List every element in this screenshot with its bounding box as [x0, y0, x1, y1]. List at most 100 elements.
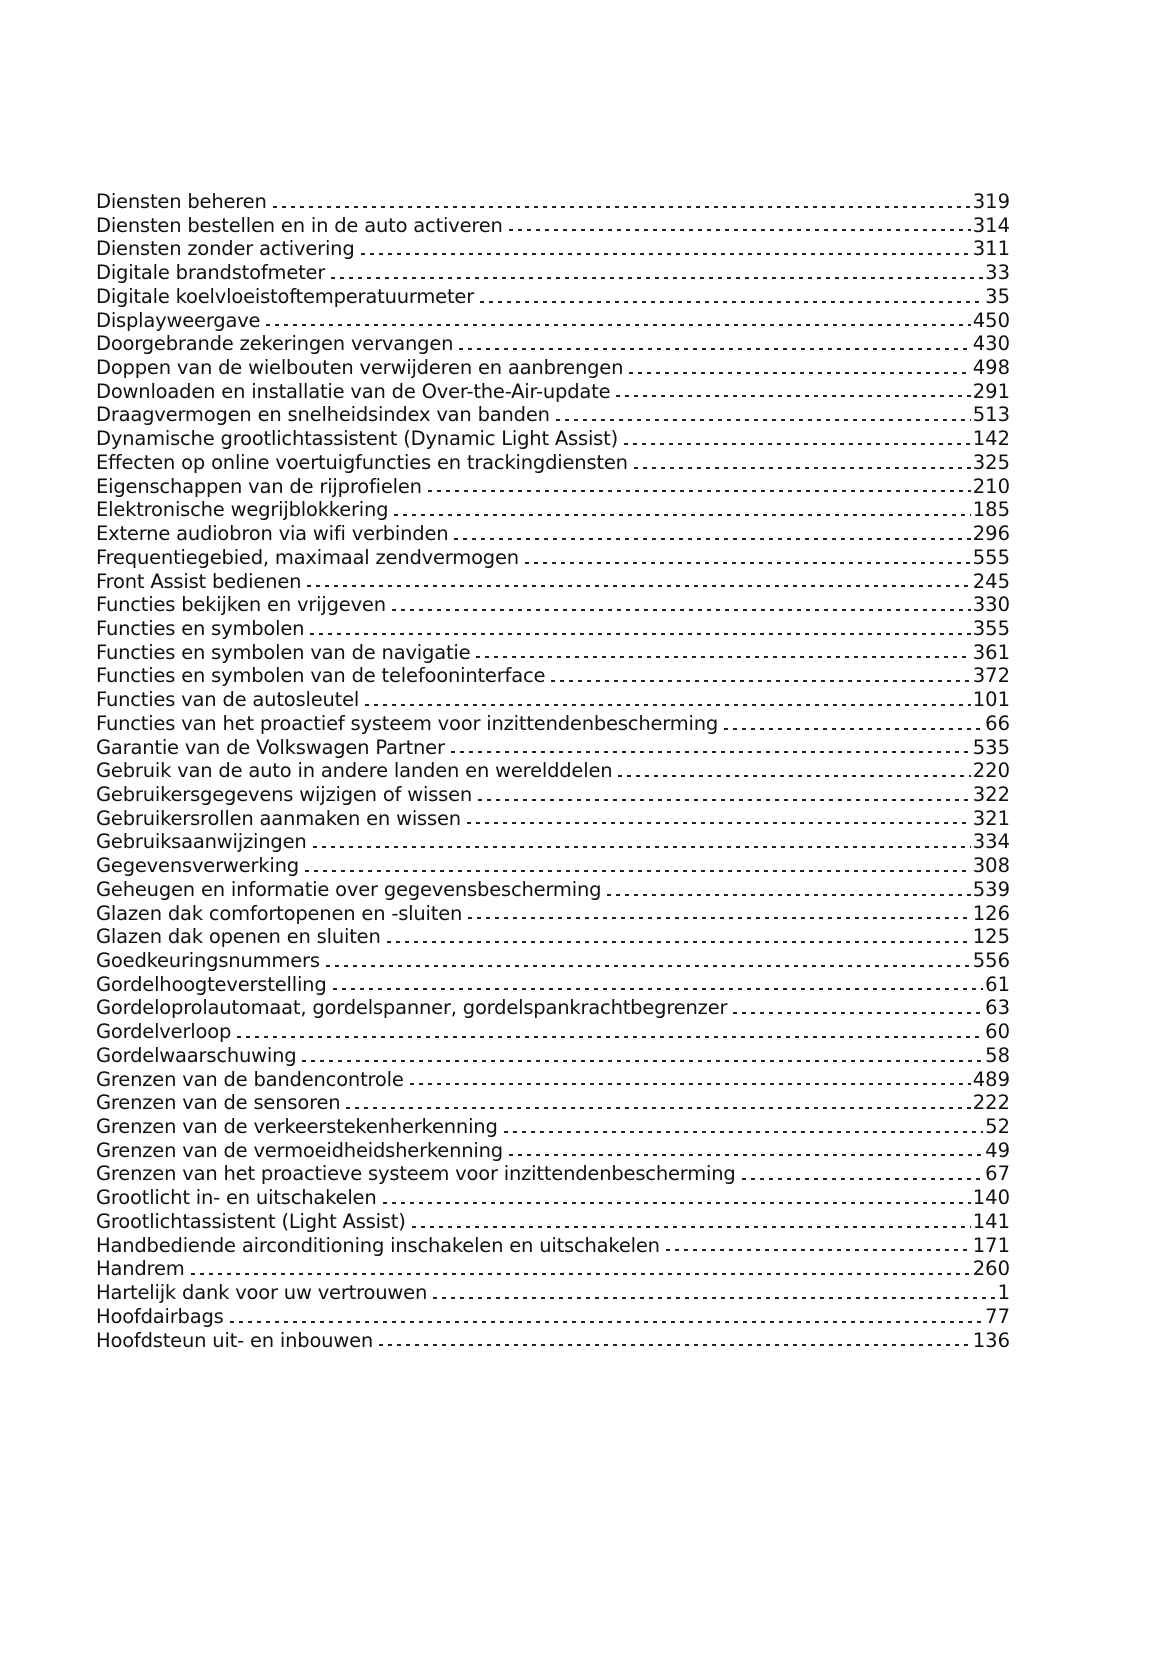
index-entry: Goedkeuringsnummers 556	[96, 949, 1010, 973]
dot-leader	[665, 1249, 971, 1252]
index-term: Hartelijk dank voor uw vertrouwen	[96, 1281, 428, 1305]
page-number: 52	[985, 1115, 1010, 1139]
dot-leader	[508, 229, 971, 232]
index-entry: Grenzen van de bandencontrole 489	[96, 1068, 1010, 1092]
page-number: 430	[972, 332, 1010, 356]
page-number: 35	[985, 284, 1010, 308]
index-term: Hoofdairbags	[96, 1304, 224, 1328]
page-number: 185	[972, 498, 1010, 522]
index-entry: Diensten zonder activering 311	[96, 237, 1010, 261]
dot-leader	[382, 1201, 971, 1204]
index-term: Gebruik van de auto in andere landen en …	[96, 759, 613, 783]
dot-leader	[624, 442, 971, 445]
page-number: 361	[972, 640, 1010, 664]
page-number: 126	[972, 901, 1010, 925]
index-term: Grootlicht in- en uitschakelen	[96, 1186, 377, 1210]
index-term: Diensten bestellen en in de auto activer…	[96, 213, 503, 237]
index-entry: Gordelhoogteverstelling 61	[96, 973, 1010, 997]
index-term: Digitale brandstofmeter	[96, 261, 326, 285]
page-number: 77	[985, 1304, 1010, 1328]
page-number: 136	[972, 1328, 1010, 1352]
index-entry: Glazen dak openen en sluiten 125	[96, 925, 1010, 949]
dot-leader	[332, 988, 984, 991]
dot-leader	[466, 822, 971, 825]
index-entry: Geheugen en informatie over gegevensbesc…	[96, 878, 1010, 902]
dot-leader	[411, 1225, 971, 1228]
index-entry: Front Assist bedienen 245	[96, 570, 1010, 594]
index-term: Draagvermogen en snelheidsindex van band…	[96, 403, 550, 427]
index-entry: Doorgebrande zekeringen vervangen 430	[96, 332, 1010, 356]
page-number: 66	[985, 711, 1010, 735]
page-number: 141	[972, 1209, 1010, 1233]
index-entry: Effecten op online voertuigfuncties en t…	[96, 451, 1010, 475]
index-term: Functies van het proactief systeem voor …	[96, 711, 719, 735]
index-term: Downloaden en installatie van de Over-th…	[96, 379, 611, 403]
index-entry: Gordelwaarschuwing 58	[96, 1044, 1010, 1068]
page-number: 513	[972, 403, 1010, 427]
index-term: Functies en symbolen van de telefooninte…	[96, 664, 546, 688]
page-number: 308	[972, 854, 1010, 878]
index-entry: Frequentiegebied, maximaal zendvermogen 5…	[96, 546, 1010, 570]
index-entry: Diensten beheren 319	[96, 190, 1010, 214]
page-number: 372	[972, 664, 1010, 688]
index-entry: Gordelverloop 60	[96, 1020, 1010, 1044]
page-number: 171	[972, 1233, 1010, 1257]
dot-leader	[237, 1035, 984, 1038]
index-term: Diensten zonder activering	[96, 237, 355, 261]
index-entry: Digitale brandstofmeter 33	[96, 261, 1010, 285]
dot-leader	[312, 846, 971, 849]
index-entry: Functies en symbolen van de navigatie 361	[96, 641, 1010, 665]
page-number: 330	[972, 593, 1010, 617]
page-number: 245	[972, 569, 1010, 593]
page-number: 498	[972, 356, 1010, 380]
index-term: Effecten op online voertuigfuncties en t…	[96, 450, 628, 474]
page-number: 311	[972, 237, 1010, 261]
page-number: 61	[985, 972, 1010, 996]
dot-leader	[503, 1130, 984, 1133]
dot-leader	[468, 917, 971, 920]
index-term: Diensten beheren	[96, 190, 267, 213]
index-entry: Gordeloprolautomaat, gordelspanner, gord…	[96, 996, 1010, 1020]
index-entry: Gebruikersrollen aanmaken en wissen 321	[96, 807, 1010, 831]
index-term: Grenzen van de vermoeidheidsherkenning	[96, 1138, 503, 1162]
dot-leader	[618, 774, 971, 777]
index-term: Dynamische grootlichtassistent (Dynamic …	[96, 427, 618, 451]
dot-leader	[450, 751, 971, 754]
dot-leader	[454, 537, 971, 540]
dot-leader	[741, 1178, 984, 1181]
index-entry: Functies en symbolen 355	[96, 617, 1010, 641]
dot-leader	[459, 348, 971, 351]
index-entry: Grenzen van het proactieve systeem voor …	[96, 1162, 1010, 1186]
dot-leader	[325, 964, 971, 967]
index-entry: Draagvermogen en snelheidsindex van band…	[96, 403, 1010, 427]
index-term: Garantie van de Volkswagen Partner	[96, 735, 445, 759]
dot-leader	[476, 656, 971, 659]
index-term: Glazen dak openen en sluiten	[96, 925, 381, 949]
index-entry: Doppen van de wielbouten verwijderen en …	[96, 356, 1010, 380]
index-entry: Hoofdairbags 77	[96, 1305, 1010, 1329]
dot-leader	[524, 561, 971, 564]
index-term: Front Assist bedienen	[96, 569, 302, 593]
index-entry: Functies bekijken en vrijgeven 330	[96, 593, 1010, 617]
index-term: Functies van de autosleutel	[96, 688, 360, 712]
dot-leader	[379, 1344, 971, 1347]
page-number: 319	[972, 190, 1010, 213]
index-term: Digitale koelvloeistoftemperatuurmeter	[96, 284, 475, 308]
index-term: Grenzen van de bandencontrole	[96, 1067, 404, 1091]
index-term: Grootlichtassistent (Light Assist)	[96, 1209, 406, 1233]
index-entry: Functies van de autosleutel 101	[96, 688, 1010, 712]
dot-leader	[616, 395, 971, 398]
dot-leader	[310, 632, 971, 635]
page-number: 222	[972, 1091, 1010, 1115]
page-number: 58	[985, 1043, 1010, 1067]
dot-leader	[555, 419, 971, 422]
index-term: Glazen dak comfortopenen en -sluiten	[96, 901, 463, 925]
page-number: 539	[972, 877, 1010, 901]
index-entry: Hoofdsteun uit- en inbouwen 136	[96, 1329, 1010, 1353]
index-term: Grenzen van de verkeerstekenherkenning	[96, 1115, 498, 1139]
dot-leader	[304, 869, 971, 872]
page-number: 60	[985, 1020, 1010, 1044]
page-number: 321	[972, 806, 1010, 830]
dot-leader	[607, 893, 971, 896]
index-term: Gebruikersgegevens wijzigen of wissen	[96, 782, 473, 806]
